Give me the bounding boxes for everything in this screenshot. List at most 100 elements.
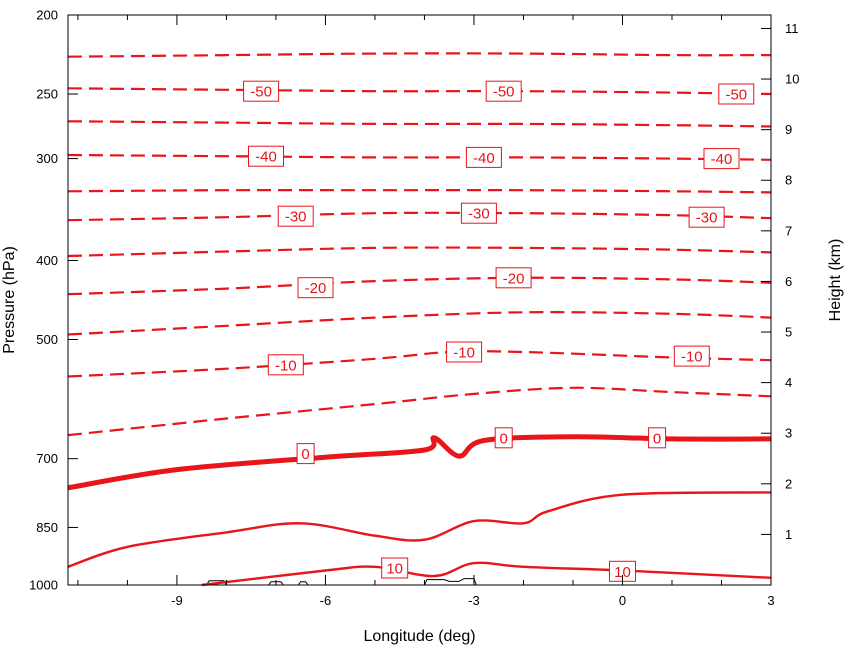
contour-line (67, 52, 772, 58)
contour-label-text: -50 (493, 84, 515, 101)
contour-label-text: -10 (681, 349, 703, 366)
contour-label-text: -30 (696, 210, 718, 227)
x-axis: -9 -6 -3 0 3 (77, 15, 775, 608)
contour-label: 10 (381, 557, 409, 579)
contour-label-box (688, 206, 725, 228)
contour-label-text: 0 (301, 446, 309, 463)
contour-label: -30 (688, 206, 725, 228)
plot-frame (67, 14, 772, 586)
contour-label: 0 (296, 443, 315, 465)
contour-lines (67, 52, 772, 587)
pressure-tick-label: 300 (36, 151, 58, 166)
contour-label-text: -40 (255, 149, 277, 166)
contour-label-text: -30 (468, 206, 490, 223)
contour-label: -50 (243, 80, 280, 102)
contour-line (67, 87, 772, 96)
x-tick-label: -3 (468, 593, 480, 608)
contour-label: -10 (267, 354, 304, 376)
contour-label: -40 (248, 145, 284, 167)
contour-label: 0 (648, 427, 667, 449)
contour-label-box (248, 145, 284, 167)
contour-label-box (703, 148, 740, 170)
contour-label-text: 10 (386, 561, 403, 578)
contour-line (67, 434, 772, 491)
pressure-tick-label: 200 (36, 8, 58, 23)
contour-label: -50 (485, 80, 522, 102)
pressure-tick-label: 850 (36, 520, 58, 535)
contour-label-text: -20 (305, 280, 327, 297)
x-tick-label: -6 (320, 593, 332, 608)
contour-label-box (446, 341, 483, 363)
contour-label-box (267, 354, 304, 376)
contour-label-box (485, 80, 522, 102)
contour-line (67, 276, 772, 296)
contour-line (67, 246, 772, 258)
pressure-tick-label: 250 (36, 87, 58, 102)
contour-line (67, 311, 772, 336)
x-axis-title: Longitude (deg) (363, 628, 475, 645)
contour-label-text: -40 (711, 151, 733, 168)
contour-label: -30 (277, 205, 314, 227)
contour-label: -50 (718, 83, 755, 105)
contour-label-box (673, 345, 710, 367)
height-tick-label: 8 (785, 173, 792, 188)
contour-label-box (718, 83, 755, 105)
contour-label-box (277, 205, 314, 227)
contour-label-text: -40 (473, 150, 495, 167)
pressure-tick-label: 400 (36, 253, 58, 268)
height-axis-title: Height (km) (827, 239, 844, 322)
contour-labels: -50 -50 -50 -40 -40 -40 -30 -30 -30 -20 -20 -10 -10 -… (243, 80, 755, 582)
height-tick-label: 10 (785, 72, 799, 87)
contour-label-box (243, 80, 280, 102)
height-tick-label: 3 (785, 426, 792, 441)
contour-label: -30 (460, 202, 497, 224)
contour-label-box (648, 427, 667, 449)
height-tick-label: 1 (785, 527, 792, 542)
contour-label: 0 (494, 427, 513, 449)
x-tick-label: -9 (171, 593, 183, 608)
contour-line (67, 120, 772, 128)
contour-label-box (296, 443, 315, 465)
terrain-outline (424, 578, 477, 586)
height-tick-label: 2 (785, 476, 792, 491)
contour-label-box (381, 557, 409, 579)
height-tick-label: 6 (785, 274, 792, 289)
contour-label-text: -10 (275, 357, 297, 374)
x-tick-label: 3 (767, 593, 774, 608)
height-tick-label: 7 (785, 223, 792, 238)
contour-label: -20 (495, 267, 532, 289)
terrain-outline (297, 581, 309, 586)
contour-label: -40 (465, 146, 502, 168)
pressure-axis: 200 250 300 400 500 700 850 1000 (29, 8, 78, 593)
contour-label-box (465, 146, 502, 168)
contour-label-text: -50 (725, 87, 747, 104)
contour-line (67, 350, 772, 378)
contour-label-box (460, 202, 497, 224)
contour-line (67, 386, 772, 437)
contour-line (67, 211, 772, 222)
contour-label-text: -30 (285, 209, 307, 226)
contour-line (67, 189, 772, 194)
contour-label: -10 (673, 345, 710, 367)
contour-label: -20 (297, 277, 334, 299)
contour-label-text: 10 (614, 564, 631, 581)
contour-label-text: -20 (503, 270, 525, 287)
contour-label-text: 0 (500, 430, 508, 447)
pressure-tick-label: 1000 (29, 578, 58, 593)
contour-label-text: -50 (250, 84, 272, 101)
contour-label-box (297, 277, 334, 299)
height-tick-label: 5 (785, 325, 792, 340)
pressure-tick-label: 500 (36, 332, 58, 347)
contour-label-box (495, 267, 532, 289)
contour-label-text: -10 (453, 345, 475, 362)
x-tick-label: 0 (619, 593, 626, 608)
contour-label-box (494, 427, 513, 449)
contour-line (201, 561, 772, 587)
height-tick-label: 4 (785, 375, 792, 390)
contour-label: -10 (446, 341, 483, 363)
contour-label: -40 (703, 148, 740, 170)
pressure-tick-label: 700 (36, 451, 58, 466)
height-axis: 1 2 3 4 5 6 7 8 9 10 11 (761, 21, 799, 542)
contour-line (67, 153, 772, 161)
